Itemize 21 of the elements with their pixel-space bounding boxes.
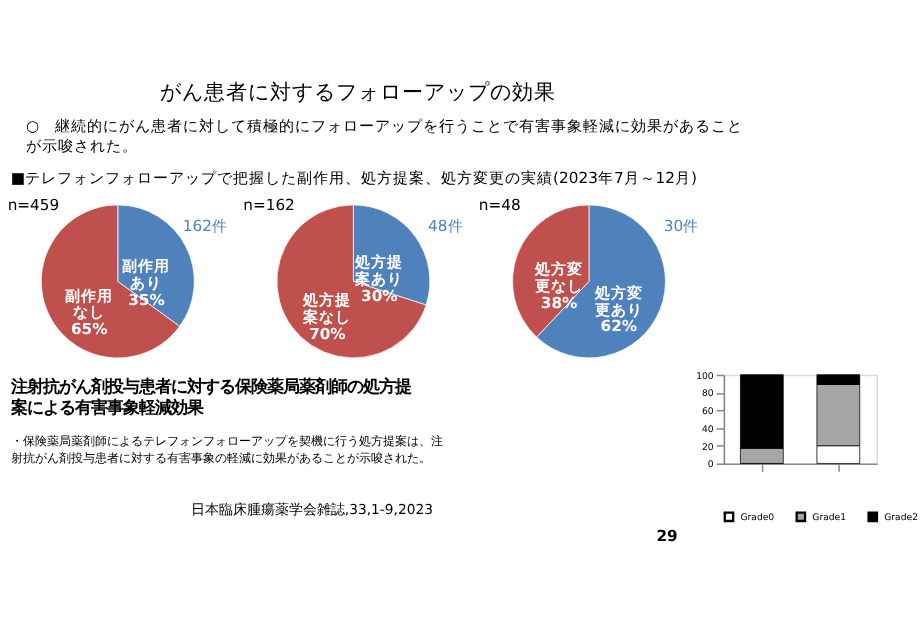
data-label: 65% (70, 320, 109, 339)
slice-label: 処方提案あり (353, 251, 404, 288)
text: n=459 (7, 195, 60, 214)
text: ■テレフォンフォローアップで把握した副作用、処方提案、処方変更の実績(2023年7月～12月) (10, 169, 697, 188)
text: がん患者に対するフォローアップの効果 (159, 79, 556, 106)
text: 30件 (663, 216, 700, 235)
text: 162件 (182, 216, 228, 235)
data-label: 70% (309, 324, 347, 343)
data-label: 30% (361, 286, 399, 305)
text: 48件 (428, 216, 464, 235)
slice-label: 処方変更なし (533, 258, 584, 295)
text: n=162 (243, 195, 296, 214)
slice-label: 処方提案なし (301, 288, 352, 326)
text: ○ 継続的にがん患者に対して積極的にフォローアップを行うことで有害事象軽減に効果があることが示唆された。 (26, 117, 744, 156)
slice-label: 処方変更あり (592, 281, 643, 319)
text: 29 (656, 527, 678, 546)
text: 注射抗がん剤投与患者に対する保険薬局薬剤師の処方提案による有害事象軽減効果 (8, 375, 411, 417)
slice-label: 副作用なし (65, 286, 114, 322)
text: n=48 (478, 195, 521, 214)
data-label: 62% (600, 317, 638, 336)
slice-label: 副作用あり (122, 257, 171, 293)
